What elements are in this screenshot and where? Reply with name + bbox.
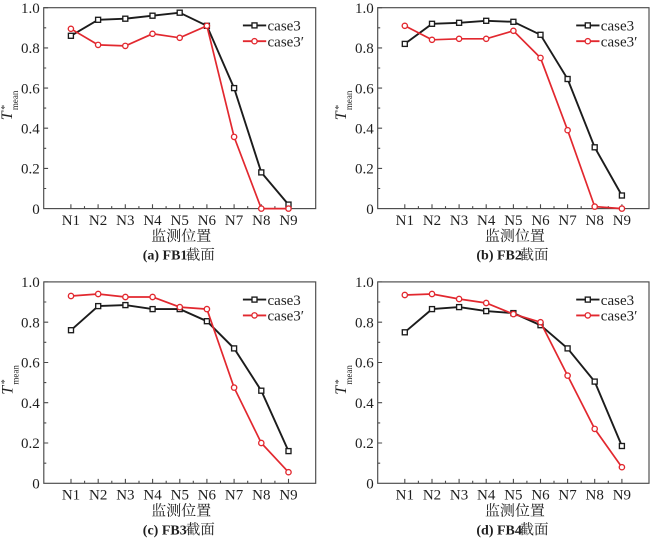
svg-text:N2: N2	[89, 213, 107, 229]
svg-text:0: 0	[366, 202, 374, 218]
svg-text:N1: N1	[396, 488, 414, 504]
svg-text:N4: N4	[143, 488, 162, 504]
svg-text:0.2: 0.2	[21, 436, 40, 452]
svg-text:case3: case3	[268, 293, 301, 309]
svg-text:N5: N5	[171, 213, 189, 229]
svg-text:0.6: 0.6	[355, 81, 374, 97]
svg-text:mean: mean	[10, 365, 20, 385]
svg-text:N1: N1	[62, 213, 80, 229]
svg-text:N8: N8	[252, 213, 270, 229]
svg-text:N6: N6	[531, 488, 550, 504]
svg-text:*: *	[334, 379, 345, 384]
svg-text:0.4: 0.4	[355, 121, 374, 137]
svg-text:N4: N4	[477, 488, 496, 504]
svg-text:N5: N5	[504, 213, 522, 229]
svg-text:N5: N5	[171, 488, 189, 504]
svg-text:N9: N9	[279, 488, 297, 504]
svg-text:T: T	[333, 385, 350, 395]
svg-text:N1: N1	[396, 213, 414, 229]
svg-text:1.0: 1.0	[21, 275, 40, 291]
svg-text:N8: N8	[586, 488, 604, 504]
svg-text:*: *	[334, 105, 345, 110]
svg-text:0: 0	[366, 477, 374, 493]
svg-text:0.6: 0.6	[21, 356, 40, 372]
svg-text:(b) FB2: (b) FB2	[476, 249, 522, 264]
svg-text:N3: N3	[450, 488, 468, 504]
svg-text:0.6: 0.6	[21, 81, 40, 97]
svg-text:1.0: 1.0	[355, 275, 374, 291]
svg-text:N5: N5	[504, 488, 522, 504]
svg-text:case3′: case3′	[601, 34, 638, 50]
svg-text:N9: N9	[613, 213, 631, 229]
svg-text:0.2: 0.2	[355, 162, 374, 178]
svg-text:*: *	[0, 105, 11, 110]
svg-text:0.6: 0.6	[355, 356, 374, 372]
svg-text:0.4: 0.4	[21, 396, 40, 412]
svg-text:0: 0	[32, 202, 40, 218]
svg-text:0.4: 0.4	[21, 121, 40, 137]
svg-text:N2: N2	[423, 213, 441, 229]
svg-text:T: T	[0, 110, 16, 120]
svg-text:0.8: 0.8	[21, 41, 40, 57]
svg-text:0.8: 0.8	[355, 41, 374, 57]
svg-text:case3: case3	[601, 19, 634, 35]
svg-text:0.8: 0.8	[355, 315, 374, 331]
svg-text:0.8: 0.8	[21, 315, 40, 331]
svg-text:mean: mean	[344, 90, 354, 110]
svg-text:N7: N7	[558, 488, 577, 504]
svg-text:case3: case3	[601, 293, 634, 309]
svg-text:T: T	[0, 385, 16, 395]
svg-text:1.0: 1.0	[355, 1, 374, 17]
svg-text:case3′: case3′	[601, 309, 638, 325]
svg-text:N4: N4	[477, 213, 496, 229]
svg-text:N1: N1	[62, 488, 80, 504]
svg-text:0.4: 0.4	[355, 396, 374, 412]
svg-text:N3: N3	[116, 213, 134, 229]
svg-text:N6: N6	[531, 213, 550, 229]
svg-text:N9: N9	[613, 488, 631, 504]
svg-text:mean: mean	[10, 90, 20, 110]
svg-text:0: 0	[32, 477, 40, 493]
svg-text:case3: case3	[268, 19, 301, 35]
svg-text:1.0: 1.0	[21, 1, 40, 17]
svg-text:N9: N9	[279, 213, 297, 229]
svg-text:(a) FB1: (a) FB1	[143, 249, 188, 264]
svg-text:0.2: 0.2	[21, 162, 40, 178]
svg-text:N3: N3	[450, 213, 468, 229]
svg-text:N8: N8	[586, 213, 604, 229]
svg-text:N2: N2	[89, 488, 107, 504]
svg-text:N7: N7	[225, 213, 244, 229]
svg-text:N4: N4	[143, 213, 162, 229]
svg-text:mean: mean	[344, 365, 354, 385]
svg-text:N3: N3	[116, 488, 134, 504]
svg-text:N8: N8	[252, 488, 270, 504]
svg-text:N7: N7	[225, 488, 244, 504]
svg-text:0.2: 0.2	[355, 436, 374, 452]
svg-text:(c) FB3: (c) FB3	[143, 523, 187, 538]
svg-text:T: T	[333, 110, 350, 120]
svg-text:N6: N6	[198, 488, 217, 504]
svg-text:case3′: case3′	[268, 309, 305, 325]
svg-text:(d) FB4: (d) FB4	[476, 523, 522, 538]
svg-text:*: *	[0, 379, 11, 384]
svg-text:N6: N6	[198, 213, 217, 229]
svg-text:N2: N2	[423, 488, 441, 504]
svg-text:case3′: case3′	[268, 34, 305, 50]
svg-text:N7: N7	[558, 213, 577, 229]
